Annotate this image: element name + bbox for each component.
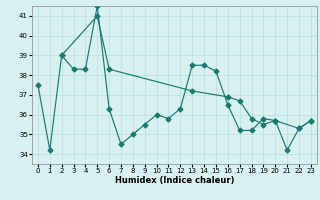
X-axis label: Humidex (Indice chaleur): Humidex (Indice chaleur) [115, 176, 234, 185]
